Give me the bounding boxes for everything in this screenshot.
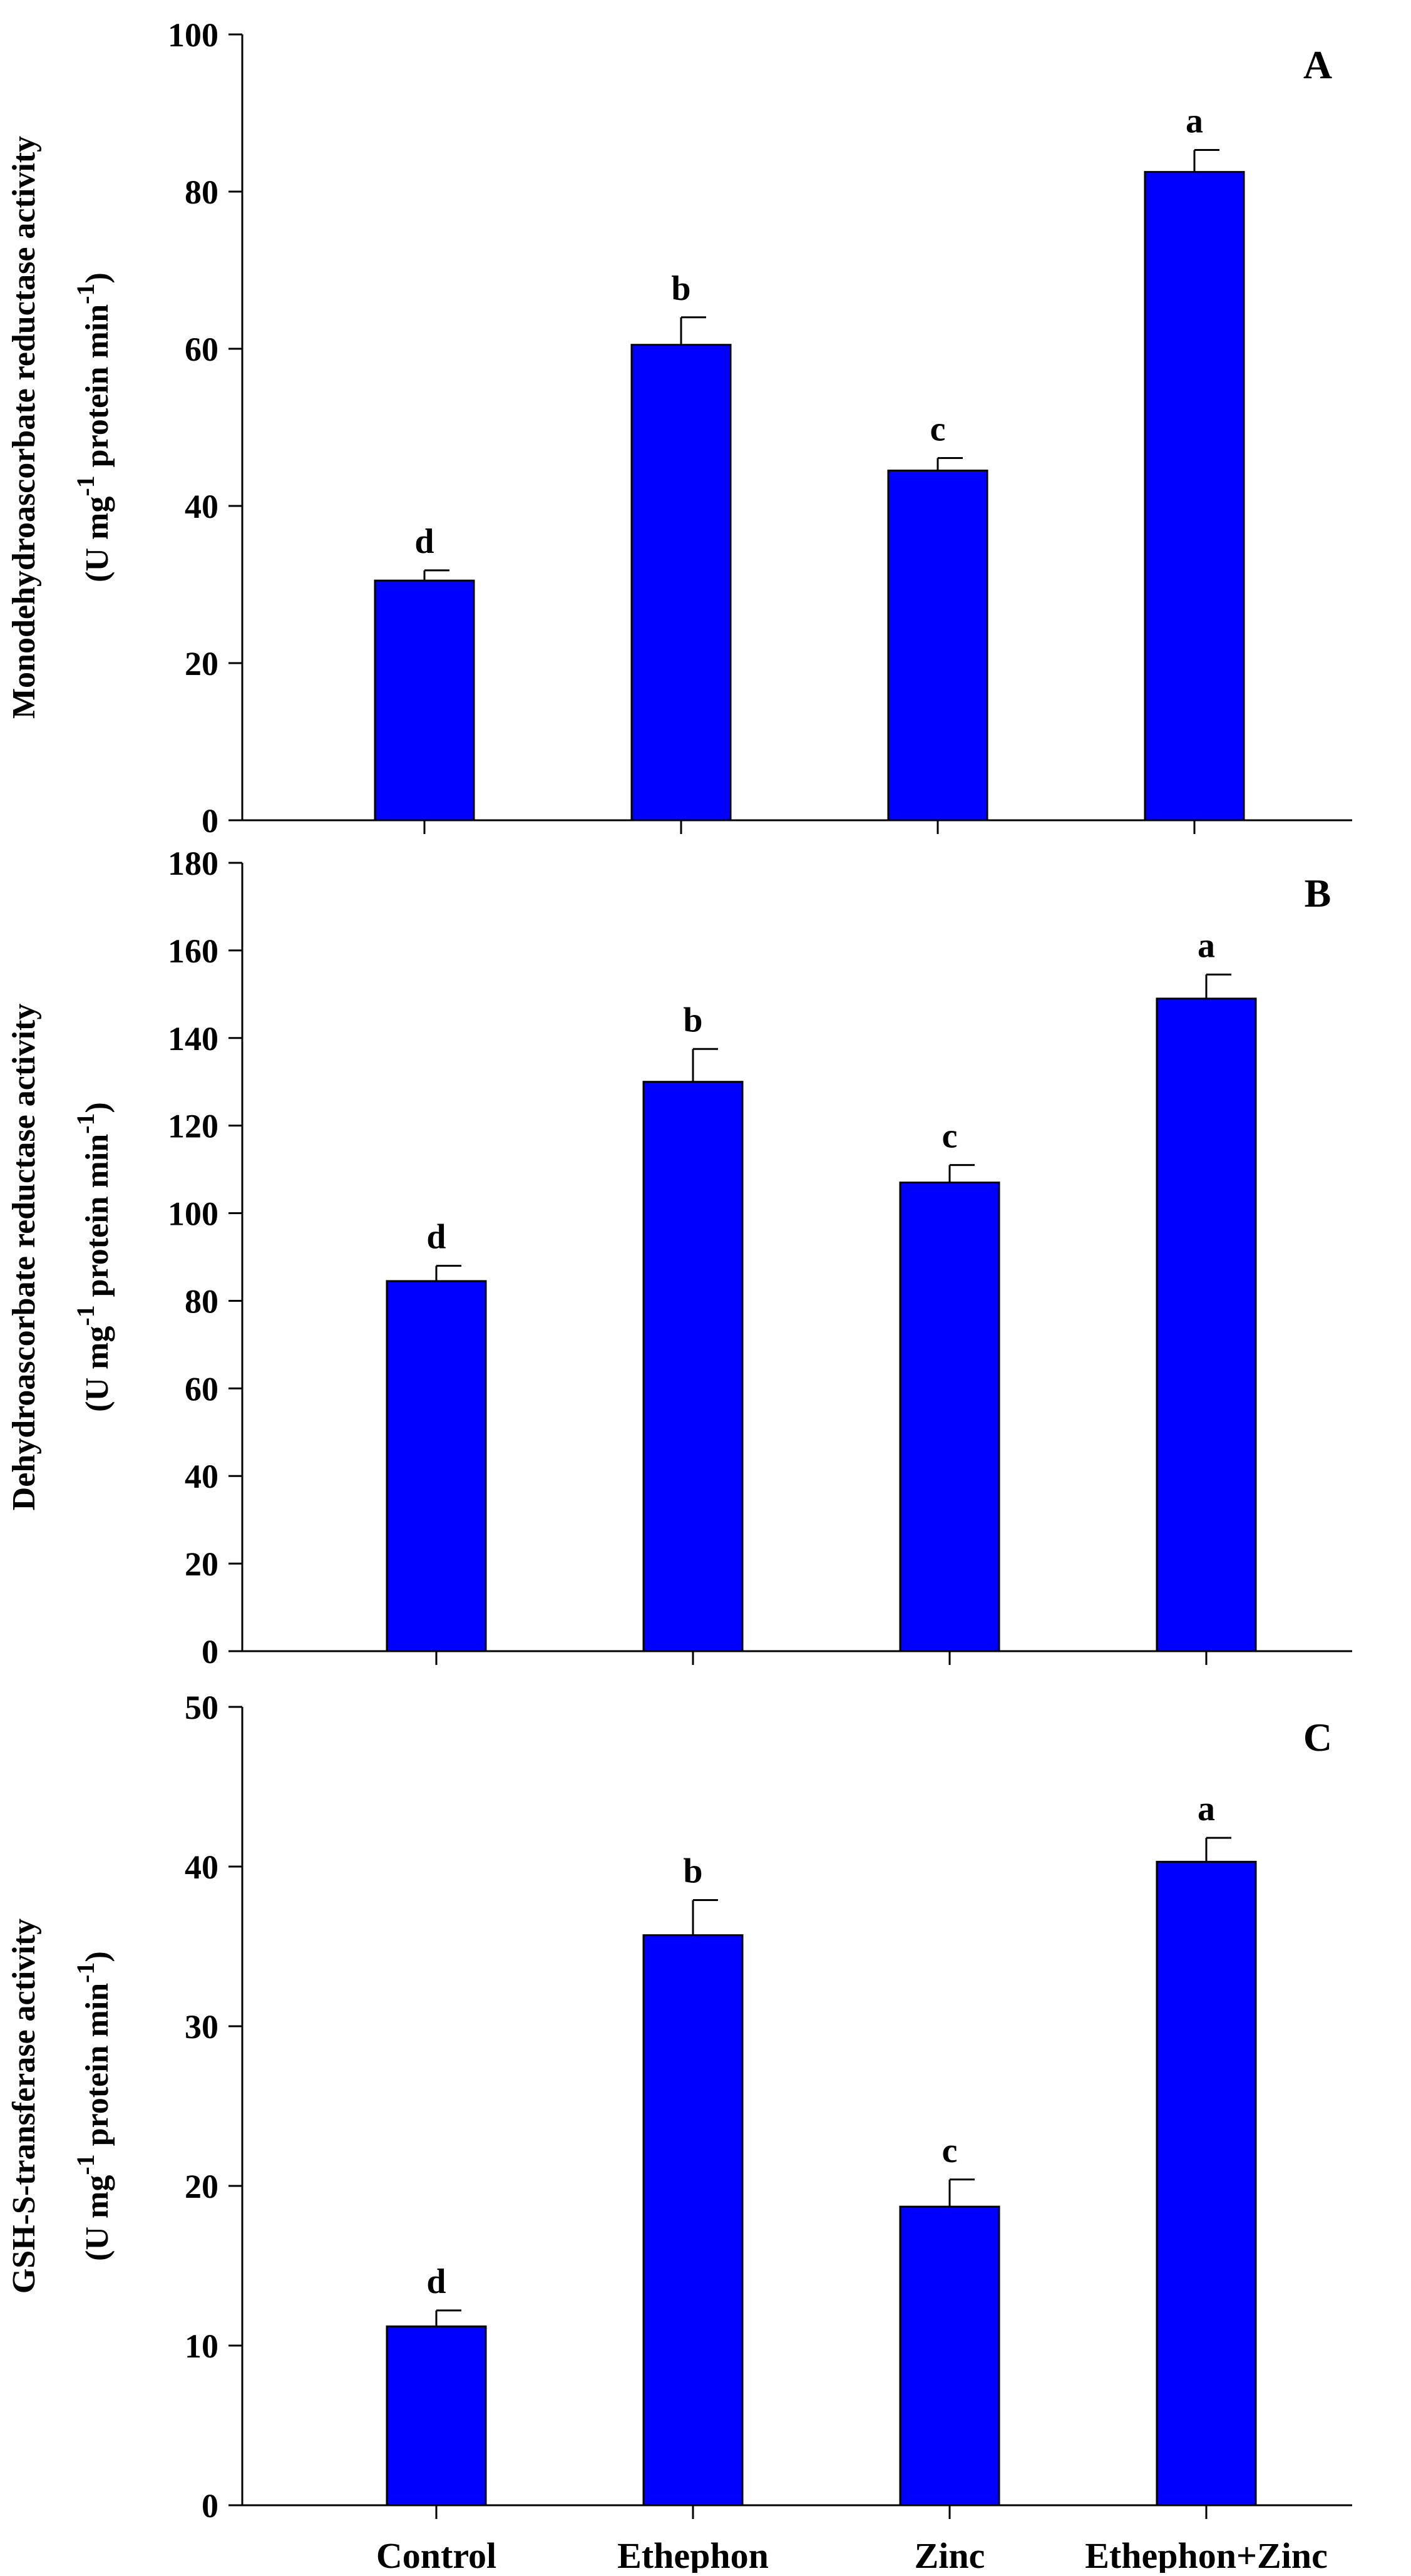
superscript: -1 xyxy=(71,1962,100,1982)
y-tick-label: 30 xyxy=(185,2008,218,2046)
chart-panel-b: 0 20 40 60 80 100 120 140 160 180 d b c a B Dehydroasco… xyxy=(6,845,1352,1671)
superscript: -1 xyxy=(71,2154,100,2175)
bar-control xyxy=(386,1280,487,1652)
units-text: ) xyxy=(80,1102,115,1113)
panel-label: C xyxy=(1303,1715,1332,1759)
y-tick-label: 0 xyxy=(202,802,218,840)
x-category-label: Ethephon+Zinc xyxy=(1085,2535,1328,2573)
significance-letter: b xyxy=(671,269,690,308)
significance-letter: b xyxy=(683,1852,702,1891)
y-tick-label: 80 xyxy=(185,1282,218,1320)
bar-ethephon xyxy=(642,1081,744,1652)
bar-zinc xyxy=(899,2205,1000,2506)
bar-ethephon xyxy=(630,344,732,822)
significance-letter: d xyxy=(426,1217,446,1256)
panel-label: B xyxy=(1305,871,1331,915)
y-tick-label: 60 xyxy=(185,1370,218,1408)
panel-label: A xyxy=(1303,43,1332,87)
chart-panel-c: 0 10 20 30 40 50 d Control b Ethephon c Zinc a Etheph… xyxy=(6,1689,1352,2576)
bar-ethephon xyxy=(642,1934,744,2506)
y-tick-label: 120 xyxy=(168,1108,218,1145)
x-category-label: Control xyxy=(376,2535,496,2573)
y-axis-title: Dehydroascorbate reductase activity xyxy=(6,1004,42,1511)
bar-zinc xyxy=(887,470,988,822)
significance-letter: c xyxy=(942,2131,958,2170)
superscript: -1 xyxy=(71,1305,100,1326)
y-tick-label: 20 xyxy=(185,645,218,683)
units-text: ) xyxy=(80,272,115,283)
significance-letter: d xyxy=(426,2262,446,2301)
y-tick-label: 160 xyxy=(168,932,218,970)
superscript: -1 xyxy=(71,283,100,304)
y-tick-label: 60 xyxy=(185,331,218,368)
y-axis-units: (U mg-1 protein min-1) xyxy=(71,1951,115,2261)
significance-letter: a xyxy=(1186,101,1203,140)
y-tick-label: 140 xyxy=(168,1020,218,1058)
bar-ethephon-plus-zinc xyxy=(1156,1860,1257,2506)
y-axis-units: (U mg-1 protein min-1) xyxy=(71,1102,115,1412)
bar-control xyxy=(386,2325,487,2506)
y-tick-label: 20 xyxy=(185,2168,218,2205)
y-tick-label: 40 xyxy=(185,488,218,525)
superscript: -1 xyxy=(71,475,100,496)
units-text: (U mg xyxy=(80,2175,115,2261)
bar-zinc xyxy=(899,1182,1000,1652)
y-tick-label: 50 xyxy=(185,1689,218,1726)
significance-letter: b xyxy=(683,1001,702,1039)
y-tick-label: 10 xyxy=(185,2327,218,2365)
y-tick-label: 80 xyxy=(185,173,218,211)
y-tick-label: 180 xyxy=(168,845,218,882)
y-tick-label: 100 xyxy=(168,16,218,54)
significance-letter: a xyxy=(1198,926,1215,965)
y-tick-label: 40 xyxy=(185,1848,218,1886)
units-text: ) xyxy=(80,1951,115,1962)
units-text: protein min xyxy=(80,1134,115,1306)
superscript: -1 xyxy=(71,1113,100,1133)
y-tick-label: 0 xyxy=(202,1633,218,1671)
units-text: (U mg xyxy=(80,497,115,582)
y-axis-title: GSH-S-transferase activity xyxy=(6,1919,42,2294)
y-axis-title: Monodehydroascorbate reductase activity xyxy=(6,136,42,719)
bar-control xyxy=(374,579,475,822)
significance-letter: c xyxy=(930,410,946,448)
chart-panel-a: 0 20 40 60 80 100 d b c a A Monodehydroascorbate re… xyxy=(6,16,1352,840)
bar-ethephon-plus-zinc xyxy=(1156,997,1257,1652)
x-category-label: Zinc xyxy=(915,2535,985,2573)
y-axis-units: (U mg-1 protein min-1) xyxy=(71,272,115,582)
bar-ethephon-plus-zinc xyxy=(1144,171,1245,822)
x-category-label: Ethephon xyxy=(617,2535,769,2573)
y-tick-label: 100 xyxy=(168,1195,218,1233)
significance-letter: a xyxy=(1198,1790,1215,1828)
y-tick-label: 20 xyxy=(185,1545,218,1583)
units-text: protein min xyxy=(80,304,115,476)
significance-letter: c xyxy=(942,1117,958,1156)
significance-letter: d xyxy=(414,522,434,561)
y-tick-label: 0 xyxy=(202,2487,218,2525)
units-text: protein min xyxy=(80,1983,115,2155)
units-text: (U mg xyxy=(80,1326,115,1412)
y-tick-label: 40 xyxy=(185,1458,218,1495)
